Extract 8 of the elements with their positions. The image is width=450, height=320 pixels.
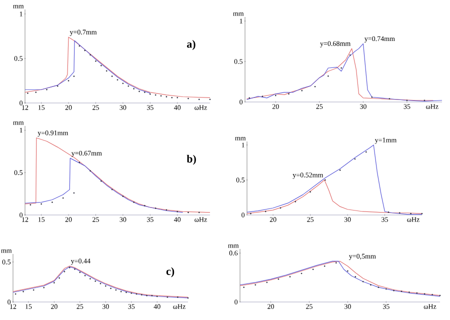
line-series [24,40,150,94]
annotation: c) [166,267,174,278]
line-series [24,158,184,213]
line-series [24,138,210,213]
annotation: b) [186,154,196,165]
line-series [246,180,422,214]
line-series [246,144,422,215]
annotation: a) [186,40,196,50]
